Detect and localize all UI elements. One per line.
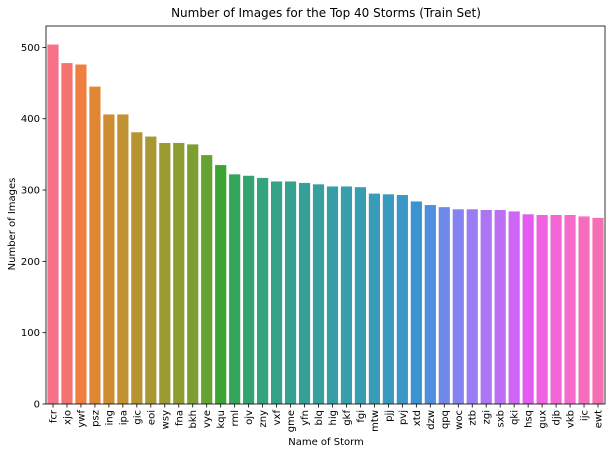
bar-ing: [103, 114, 115, 404]
x-tick-label-bkh: bkh: [188, 410, 199, 428]
bar-fgi: [354, 187, 367, 404]
x-tick-label-fgi: fgi: [356, 410, 367, 423]
bar-vxf: [270, 181, 283, 404]
bar-qki: [508, 211, 520, 404]
y-tick-label-400: 400: [21, 114, 40, 125]
x-tick-label-woc: woc: [454, 410, 465, 430]
x-tick-label-zgi: zgi: [482, 410, 493, 424]
bar-ojv: [243, 175, 255, 404]
x-tick-label-fcr: fcr: [48, 409, 59, 423]
bar-woc: [452, 209, 464, 404]
bar-mtw: [368, 193, 381, 404]
bar-djb: [550, 215, 562, 404]
bar-ztb: [466, 209, 478, 404]
bar-gkf: [340, 186, 353, 404]
bar-vye: [201, 155, 213, 404]
y-axis: 0 100 200 300 400 500: [21, 43, 46, 411]
x-tick-label-hig: hig: [328, 410, 339, 425]
plot-frame: [45, 25, 606, 405]
bars-group: [47, 44, 604, 404]
x-tick-label-blq: blq: [314, 410, 325, 425]
bar-vkb: [564, 215, 576, 404]
x-tick-label-zny: zny: [258, 410, 269, 428]
bar-gme: [284, 181, 297, 404]
bar-blq: [312, 184, 325, 404]
bar-yfn: [298, 182, 311, 404]
x-tick-label-fna: fna: [174, 410, 185, 426]
x-tick-label-qpq: qpq: [440, 410, 451, 429]
x-tick-label-pjj: pjj: [384, 410, 395, 422]
bar-gic: [131, 132, 143, 404]
x-axis-label: Name of Storm: [288, 437, 364, 448]
y-tick-label-0: 0: [34, 400, 40, 411]
bar-sxb: [494, 210, 506, 404]
bar-wsy: [159, 142, 171, 404]
bar-ijc: [578, 216, 590, 404]
bar-ywf: [75, 64, 87, 404]
x-tick-label-yfn: yfn: [300, 410, 311, 426]
bar-pvj: [396, 195, 408, 404]
x-tick-label-ojv: ojv: [244, 410, 255, 425]
bar-gux: [536, 215, 548, 404]
x-tick-label-sxb: sxb: [496, 410, 507, 427]
x-tick-label-ijc: ijc: [580, 410, 591, 421]
bar-bkh: [187, 144, 199, 404]
x-tick-label-ywf: ywf: [76, 410, 87, 428]
bar-eoi: [145, 136, 157, 404]
bar-ipa: [117, 114, 129, 404]
x-tick-label-qki: qki: [510, 410, 521, 425]
bar-xtd: [410, 201, 422, 404]
x-tick-label-xjo: xjo: [62, 410, 73, 425]
x-tick-label-ipa: ipa: [118, 410, 129, 425]
y-tick-label-200: 200: [21, 257, 40, 268]
x-tick-label-vye: vye: [202, 410, 213, 428]
x-tick-label-vxf: vxf: [272, 410, 283, 426]
x-tick-label-gic: gic: [132, 410, 143, 425]
x-tick-label-xtd: xtd: [412, 410, 423, 426]
bar-kqu: [215, 165, 227, 404]
bar-rml: [229, 174, 241, 404]
bar-fcr: [47, 44, 59, 404]
x-tick-label-rml: rml: [230, 410, 241, 426]
bar-pjj: [382, 194, 394, 404]
x-tick-label-ing: ing: [104, 410, 115, 425]
bar-zgi: [480, 210, 492, 404]
x-tick-label-eoi: eoi: [146, 410, 157, 425]
bar-zny: [257, 177, 269, 404]
x-tick-label-gme: gme: [286, 410, 297, 432]
x-tick-label-gux: gux: [538, 410, 549, 429]
bar-hsq: [522, 214, 534, 404]
chart-title: Number of Images for the Top 40 Storms (…: [171, 6, 481, 20]
x-tick-label-gkf: gkf: [342, 410, 353, 426]
x-tick-label-ewt: ewt: [594, 410, 605, 428]
x-tick-label-dzw: dzw: [426, 410, 437, 430]
x-tick-label-wsy: wsy: [160, 410, 171, 429]
x-tick-label-mtw: mtw: [370, 410, 381, 432]
bar-psz: [89, 86, 101, 404]
x-axis: fcr xjo ywf psz ing ipa gic eoi wsy fna bkh vye kqu r…: [48, 404, 605, 432]
bar-hig: [326, 186, 339, 404]
x-tick-label-pvj: pvj: [398, 410, 409, 425]
bar-dzw: [424, 205, 436, 404]
x-tick-label-djb: djb: [552, 410, 563, 425]
x-tick-label-kqu: kqu: [216, 410, 227, 428]
bar-ewt: [592, 217, 604, 404]
y-tick-label-100: 100: [21, 328, 40, 339]
y-axis-label: Number of Images: [7, 178, 18, 271]
bar-fna: [173, 142, 185, 404]
y-tick-label-300: 300: [21, 186, 40, 197]
y-tick-label-500: 500: [21, 43, 40, 54]
x-tick-label-vkb: vkb: [566, 410, 577, 428]
bar-xjo: [61, 63, 73, 404]
x-tick-label-psz: psz: [90, 410, 101, 427]
x-tick-label-ztb: ztb: [468, 410, 479, 426]
bar-qpq: [438, 207, 450, 404]
x-tick-label-hsq: hsq: [524, 410, 535, 428]
